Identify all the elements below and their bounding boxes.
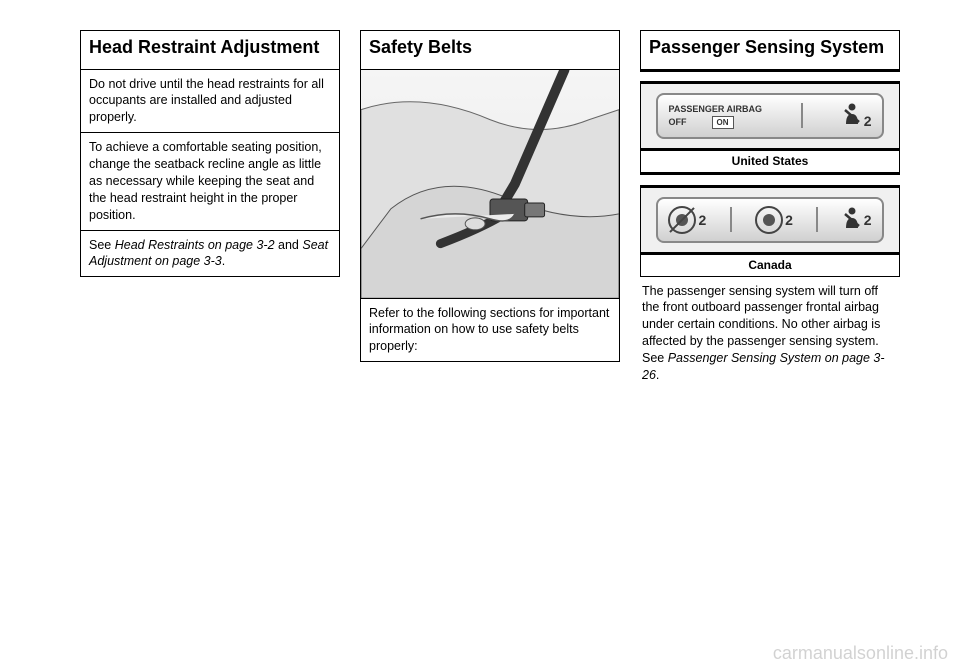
- column-head-restraint: Head Restraint Adjustment Do not drive u…: [80, 30, 340, 390]
- ca-indicator-panel: 2 2 2: [640, 185, 900, 255]
- cross-reference: Head Restraints on page 3-2: [115, 238, 275, 252]
- text-fragment: and: [275, 238, 303, 252]
- section-heading: Head Restraint Adjustment: [89, 37, 331, 63]
- column-safety-belts: Safety Belts Refer to the following sect…: [360, 30, 620, 390]
- paragraph-sensing: The passenger sensing system will turn o…: [640, 277, 900, 390]
- spacer: [640, 71, 900, 81]
- us-indicator-inner: PASSENGER AIRBAG OFF ON 2: [656, 93, 883, 139]
- seatbelt-drawing-icon: [361, 70, 619, 298]
- divider: [730, 207, 732, 232]
- count-label: 2: [864, 113, 872, 129]
- illustration-caption: Refer to the following sections for impo…: [360, 298, 620, 363]
- heading-block: Passenger Sensing System: [640, 30, 900, 72]
- paragraph-1: Do not drive until the head restraints f…: [80, 69, 340, 134]
- section-heading: Safety Belts: [369, 37, 611, 63]
- text-fragment: .: [656, 368, 659, 382]
- text-fragment: .: [222, 254, 225, 268]
- section-heading: Passenger Sensing System: [649, 37, 891, 63]
- paragraph-2: To achieve a comfortable seating positio…: [80, 132, 340, 230]
- seatbelt-icon: [842, 102, 862, 130]
- airbag-off-group: 2: [668, 206, 706, 234]
- indicator-line2: OFF: [668, 117, 686, 127]
- seatbelt-icon: [842, 206, 862, 234]
- us-label: United States: [640, 150, 900, 175]
- ca-indicator-inner: 2 2 2: [656, 197, 883, 243]
- airbag-on-icon: [755, 206, 783, 234]
- on-indicator-box: ON: [712, 116, 734, 129]
- column-passenger-sensing: Passenger Sensing System PASSENGER AIRBA…: [640, 30, 900, 390]
- cross-reference: Passenger Sensing System on page 3-26: [642, 351, 885, 382]
- seatbelt-reminder-icon: 2: [842, 102, 872, 130]
- manual-page: Head Restraint Adjustment Do not drive u…: [0, 0, 960, 410]
- heading-block: Head Restraint Adjustment: [80, 30, 340, 70]
- seatbelt-reminder-group: 2: [842, 206, 872, 234]
- heading-block: Safety Belts: [360, 30, 620, 70]
- airbag-off-icon: [668, 206, 696, 234]
- count-label: 2: [698, 212, 706, 228]
- paragraph-3: See Head Restraints on page 3-2 and Seat…: [80, 230, 340, 278]
- indicator-line1: PASSENGER AIRBAG: [668, 104, 762, 115]
- divider: [801, 103, 803, 128]
- us-indicator-panel: PASSENGER AIRBAG OFF ON 2: [640, 81, 900, 151]
- divider: [816, 207, 818, 232]
- airbag-on-group: 2: [755, 206, 793, 234]
- count-label: 2: [864, 212, 872, 228]
- safety-belt-illustration: [360, 69, 620, 299]
- watermark-text: carmanualsonline.info: [773, 643, 948, 664]
- airbag-status-text: PASSENGER AIRBAG OFF ON: [668, 104, 762, 128]
- ca-label: Canada: [640, 254, 900, 277]
- count-label: 2: [785, 212, 793, 228]
- text-fragment: See: [89, 238, 115, 252]
